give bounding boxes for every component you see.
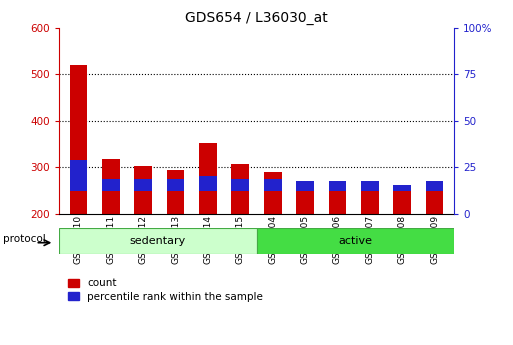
Bar xyxy=(231,164,249,214)
Bar xyxy=(361,181,379,190)
Bar xyxy=(393,185,411,190)
Bar xyxy=(231,179,249,190)
Bar xyxy=(102,179,120,190)
Bar xyxy=(199,176,217,190)
Text: active: active xyxy=(338,236,372,246)
Bar xyxy=(328,181,346,190)
Bar xyxy=(199,143,217,214)
Text: protocol: protocol xyxy=(3,234,46,244)
Text: sedentary: sedentary xyxy=(130,236,186,246)
Bar xyxy=(296,181,314,190)
Bar xyxy=(361,184,379,214)
Bar xyxy=(426,181,443,214)
Title: GDS654 / L36030_at: GDS654 / L36030_at xyxy=(185,11,328,25)
Bar xyxy=(70,160,87,190)
Bar xyxy=(134,166,152,214)
Bar xyxy=(426,181,443,190)
Legend: count, percentile rank within the sample: count, percentile rank within the sample xyxy=(64,274,267,306)
Bar xyxy=(328,187,346,214)
Bar xyxy=(167,170,185,214)
Bar xyxy=(167,179,185,190)
Bar xyxy=(59,228,256,254)
Bar xyxy=(256,228,454,254)
Bar xyxy=(393,190,411,214)
Bar xyxy=(264,179,282,190)
Bar xyxy=(134,179,152,190)
Bar xyxy=(264,172,282,214)
Bar xyxy=(102,159,120,214)
Bar xyxy=(70,65,87,214)
Bar xyxy=(296,185,314,214)
